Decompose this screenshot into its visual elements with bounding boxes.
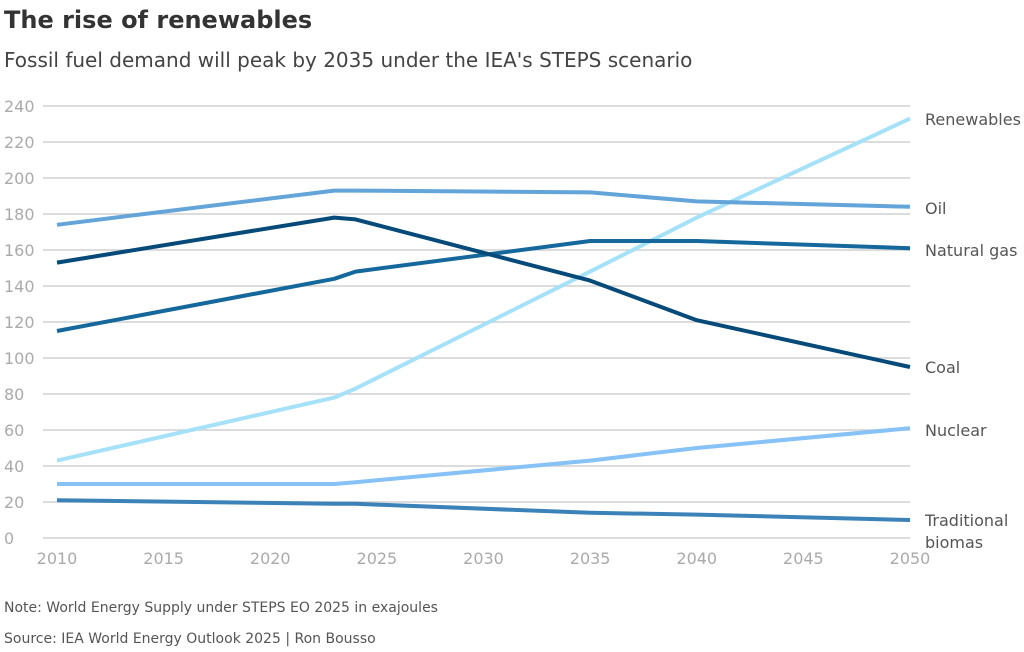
x-tick-label: 2035 — [570, 549, 611, 568]
chart-source: Source: IEA World Energy Outlook 2025 | … — [4, 631, 376, 647]
y-tick-label: 120 — [4, 313, 35, 332]
x-tick-label: 2010 — [37, 549, 78, 568]
x-tick-label: 2025 — [357, 549, 398, 568]
x-tick-label: 2040 — [676, 549, 717, 568]
chart-note: Note: World Energy Supply under STEPS EO… — [4, 600, 438, 616]
series-line-coal — [56, 215, 911, 369]
y-tick-label: 20 — [4, 493, 24, 512]
y-tick-label: 0 — [4, 529, 14, 548]
series-line-nuclear — [57, 426, 911, 486]
x-tick-label: 2050 — [890, 549, 931, 568]
y-tick-label: 160 — [4, 241, 35, 260]
x-tick-label: 2030 — [463, 549, 504, 568]
y-tick-label: 60 — [4, 421, 24, 440]
series-line-natural-gas — [56, 239, 911, 333]
series-label: Oil — [925, 199, 946, 218]
chart-subtitle: Fossil fuel demand will peak by 2035 und… — [4, 48, 693, 72]
y-tick-label: 220 — [4, 133, 35, 152]
series-label: Traditional biomas — [924, 511, 1008, 552]
series-label: Nuclear — [925, 421, 987, 440]
y-tick-label: 80 — [4, 385, 24, 404]
series-label: Renewables — [925, 110, 1021, 129]
series-label: Natural gas — [925, 241, 1017, 260]
series-line-renewables — [56, 116, 911, 463]
series-line-oil — [56, 188, 911, 227]
y-tick-label: 200 — [4, 169, 35, 188]
y-tick-label: 40 — [4, 457, 24, 476]
y-tick-label: 180 — [4, 205, 35, 224]
y-tick-label: 240 — [4, 97, 35, 116]
series-label: Coal — [925, 358, 960, 377]
x-tick-label: 2020 — [250, 549, 291, 568]
x-tick-label: 2045 — [783, 549, 824, 568]
y-tick-label: 140 — [4, 277, 35, 296]
x-tick-label: 2015 — [143, 549, 184, 568]
series-line-traditional-biomas — [56, 498, 911, 522]
chart-title: The rise of renewables — [4, 6, 313, 34]
y-tick-label: 100 — [4, 349, 35, 368]
